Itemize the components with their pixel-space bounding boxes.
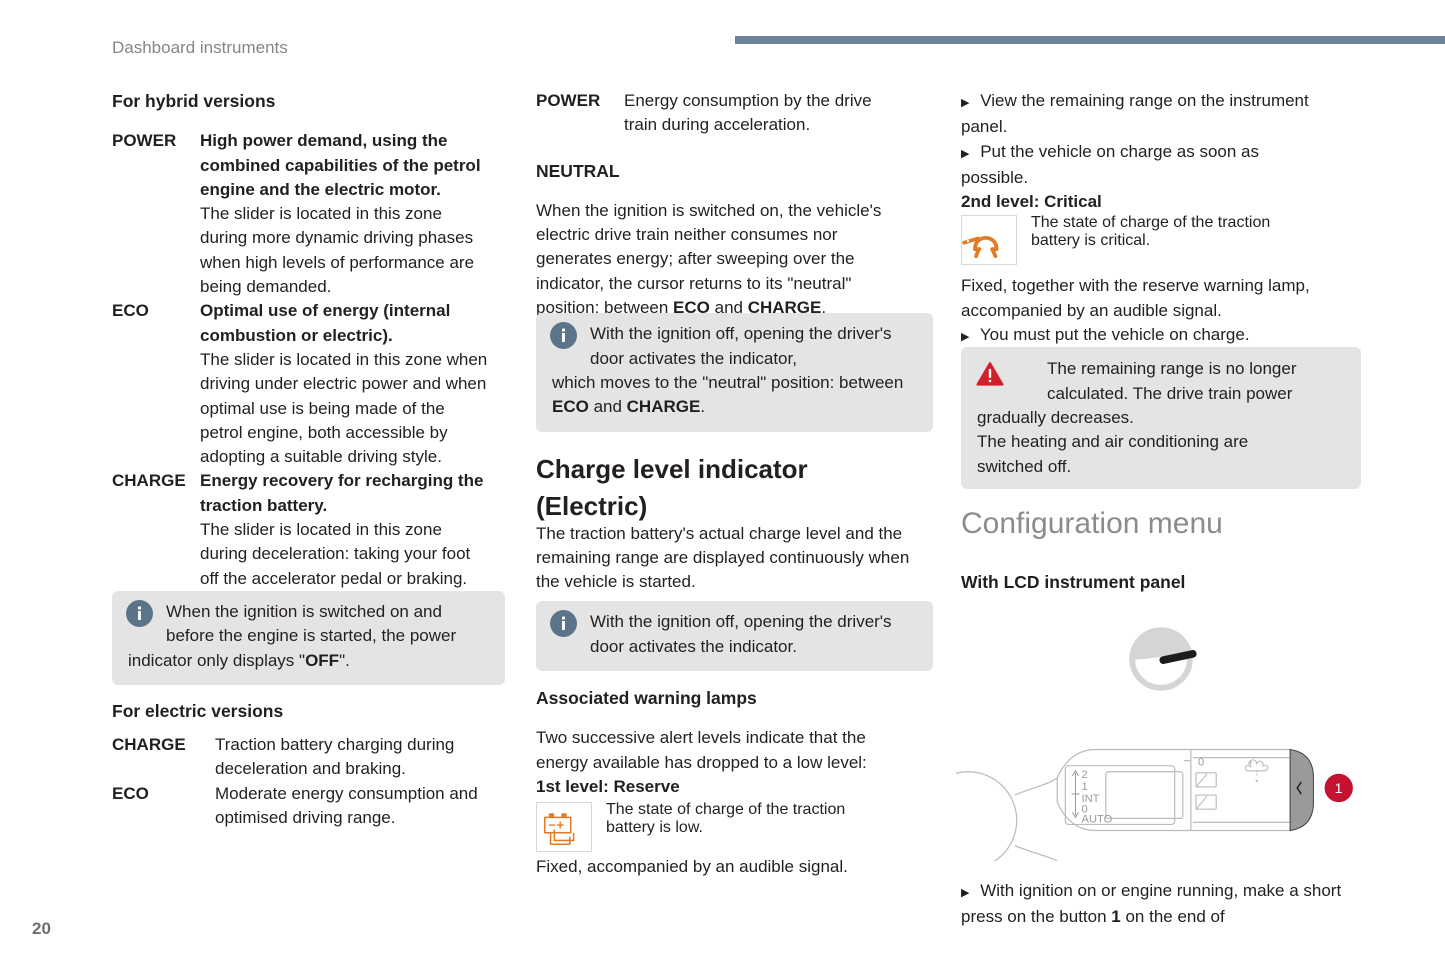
svg-text:1: 1 [1335,781,1343,797]
svg-text:0: 0 [1198,757,1204,769]
svg-text:2: 2 [1082,769,1088,781]
svg-text:AUTO: AUTO [1082,814,1113,826]
svg-text:1: 1 [1082,781,1088,793]
